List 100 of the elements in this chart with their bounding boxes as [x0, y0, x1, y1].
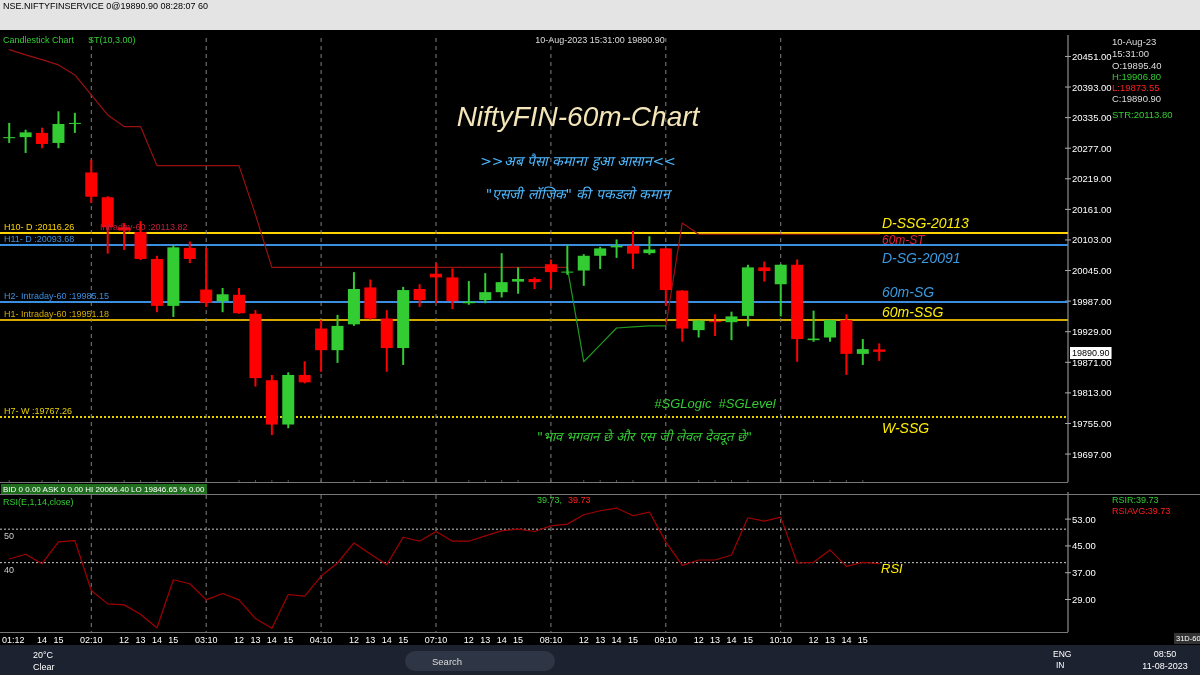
y-tick-label: 20335.00	[1072, 112, 1112, 124]
x-tick-label: 14	[151, 635, 162, 645]
y-tick-label: 37.00	[1072, 567, 1096, 579]
x-tick-label: 14	[266, 635, 277, 645]
x-tick-label: 13	[250, 635, 261, 645]
text: C:19890.90	[1112, 93, 1162, 104]
x-tick-label: 15	[283, 635, 294, 645]
y-tick-label: 19871.00	[1072, 356, 1112, 368]
ref-line-label: H11- D :20093.68	[4, 233, 75, 244]
text: 19890.90	[1072, 348, 1110, 358]
x-tick-label: 07:10	[424, 635, 448, 645]
text: ENG	[1053, 649, 1072, 659]
text: NiftyFIN-60m-Chart	[456, 101, 701, 132]
annotation: 60m-SG	[882, 284, 935, 300]
text: RSIR:39.73	[1112, 495, 1159, 505]
x-tick-label: 14	[496, 635, 507, 645]
annotation: "भाव भगवान छे और एस जी लेवल देवदूत छे"	[537, 429, 753, 445]
text: Search	[432, 656, 463, 667]
x-tick-label: 15	[53, 635, 64, 645]
text: H:19906.80	[1112, 71, 1162, 82]
text: 20°C	[33, 650, 54, 660]
text: 08:50	[1153, 649, 1177, 659]
text: Clear	[33, 662, 55, 672]
text: 11-08-2023	[1142, 661, 1188, 671]
y-tick-label: 20277.00	[1072, 142, 1112, 154]
x-tick-label: 12	[808, 635, 819, 645]
ref-line-label: H1- Intraday-60 :19951.18	[4, 309, 110, 320]
ref-line-label: 40	[4, 564, 15, 575]
x-tick-label: 15	[627, 635, 638, 645]
x-tick-label: 04:10	[309, 635, 333, 645]
y-tick-label: 19813.00	[1072, 387, 1112, 399]
annotation: D-SSG-20113	[882, 215, 970, 231]
x-tick-label: 13	[824, 635, 835, 645]
chart-title: RSI(E,1,14,close)	[3, 497, 74, 507]
y-tick-label: 45.00	[1072, 540, 1096, 552]
annotation: 60m-SSG	[882, 304, 944, 320]
x-tick-label: 15	[742, 635, 753, 645]
x-tick-label: 10:10	[769, 635, 792, 645]
text: NSE.NIFTYFINSERVICE 0@19890.90 08:28:07 60	[3, 1, 209, 11]
y-tick-label: 20103.00	[1072, 234, 1112, 246]
x-tick-label: 09:10	[654, 635, 678, 645]
x-tick-label: 03:10	[194, 635, 218, 645]
ref-line-label: H2- Intraday-60 :19985.15	[4, 291, 110, 302]
annotation: "एसजी लॉजिक" की पकडलो कमान	[485, 186, 674, 202]
y-tick-label: 20451.00	[1072, 50, 1112, 62]
x-tick-label: 15	[398, 635, 409, 645]
x-tick-label: 15	[168, 635, 179, 645]
x-tick-label: 13	[365, 635, 376, 645]
annotation: 39.73	[568, 495, 591, 505]
x-tick-label: 15	[857, 635, 868, 645]
x-tick-label: 12	[234, 635, 245, 645]
x-tick-label: 14	[726, 635, 737, 645]
annotation: Candlestick Chart	[3, 35, 75, 45]
ref-line-label: H10- D :20116.26	[4, 221, 75, 232]
y-tick-label: 19987.00	[1072, 295, 1112, 307]
text: RSIAVG:39.73	[1112, 506, 1171, 516]
y-tick-label: 29.00	[1072, 594, 1096, 606]
x-tick-label: 01:12	[2, 635, 25, 645]
x-tick-label: 13	[710, 635, 721, 645]
x-tick-label: 14	[381, 635, 392, 645]
annotation: #SGLogic #SGLevel	[654, 396, 777, 411]
text: O:19895.40	[1112, 60, 1162, 71]
x-tick-label: 13	[595, 635, 606, 645]
text: >>अब पैसा कमाना हुआ आसान<<	[480, 153, 676, 171]
annotation: 10-Aug-2023 15:31:00 19890.90	[535, 35, 665, 45]
text: BID 0 0.00 ASK 0 0.00 HI 20066.40 LO 19846.65 % 0.00	[3, 485, 206, 494]
x-tick-label: 15	[513, 635, 524, 645]
x-tick-label: 12	[348, 635, 359, 645]
x-tick-label: 13	[480, 635, 491, 645]
text: IN	[1056, 660, 1065, 670]
y-tick-label: 19697.00	[1072, 448, 1112, 460]
x-tick-label: 12	[578, 635, 589, 645]
y-tick-label: 19755.00	[1072, 417, 1112, 429]
x-tick-label: 13	[135, 635, 146, 645]
x-tick-label: 12	[463, 635, 474, 645]
text: STR:20113.80	[1112, 109, 1173, 120]
annotation: RSI	[881, 561, 904, 576]
ref-line-label: 50	[4, 531, 15, 542]
y-tick-label: 20161.00	[1072, 203, 1112, 215]
text: L:19873.55	[1112, 82, 1160, 93]
annotation: 60m-ST	[882, 232, 927, 247]
x-tick-label: 14	[37, 635, 48, 645]
x-tick-label: 12	[119, 635, 130, 645]
text: 15:31:00	[1112, 48, 1149, 59]
y-tick-label: 20393.00	[1072, 81, 1112, 93]
annotation: ST(10,3.00)	[88, 35, 136, 45]
x-tick-label: 08:10	[539, 635, 563, 645]
annotation: W-SSG	[882, 420, 930, 436]
ref-line-label: H7- W :19767.26	[4, 406, 73, 416]
y-tick-label: 20045.00	[1072, 265, 1112, 277]
x-tick-label: 12	[693, 635, 704, 645]
y-tick-label: 53.00	[1072, 513, 1096, 525]
y-tick-label: 19929.00	[1072, 326, 1112, 338]
annotation: 39.73,	[537, 495, 563, 505]
y-tick-label: 20219.00	[1072, 173, 1112, 185]
text: 10-Aug-23	[1112, 36, 1157, 47]
x-tick-label: 02:10	[80, 635, 103, 645]
annotation: D-SG-20091	[882, 250, 961, 266]
x-tick-label: 14	[611, 635, 622, 645]
x-tick-label: 14	[841, 635, 852, 645]
